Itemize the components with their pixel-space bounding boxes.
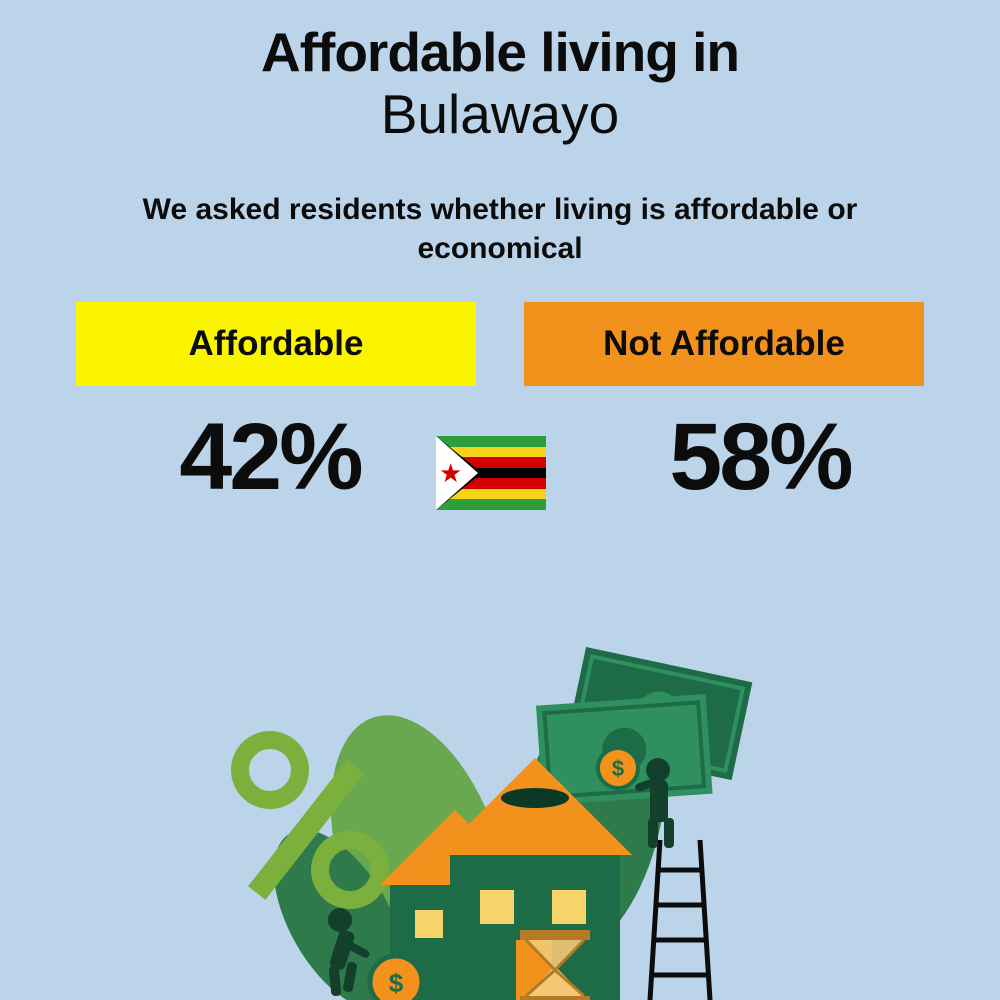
percent-not-affordable: 58% [610,410,910,505]
title-line2: Bulawayo [0,84,1000,145]
svg-text:$: $ [612,756,624,781]
title-line1: Affordable living in [0,24,1000,82]
zimbabwe-flag-icon: ★ [436,436,546,510]
option-label-affordable: Affordable [76,302,476,386]
option-label-not-affordable-text: Not Affordable [603,324,845,364]
housing-money-illustration: $ $ [220,640,780,1000]
svg-text:$: $ [389,968,404,998]
option-labels-row: Affordable Not Affordable [0,302,1000,386]
percent-affordable: 42% [120,410,420,505]
infographic-canvas: Affordable living in Bulawayo We asked r… [0,0,1000,1000]
option-label-not-affordable: Not Affordable [524,302,924,386]
option-label-affordable-text: Affordable [189,324,364,364]
subtitle: We asked residents whether living is aff… [100,190,900,268]
title-block: Affordable living in Bulawayo [0,24,1000,144]
